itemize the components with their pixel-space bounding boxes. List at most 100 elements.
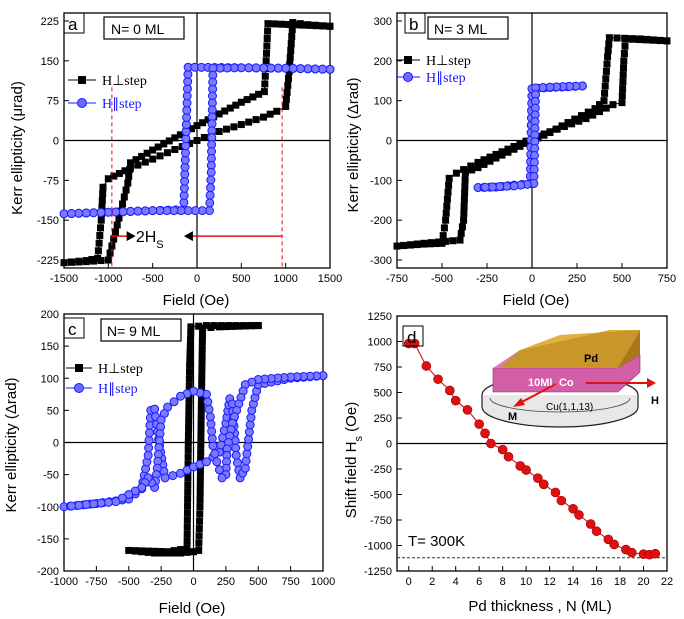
- y-tick-label: 1000: [368, 337, 392, 349]
- data-point: [205, 190, 215, 200]
- legend-perp: H⊥step: [102, 74, 147, 89]
- data-point: [249, 93, 257, 101]
- data-point: [221, 107, 229, 115]
- y-tick-label: -100: [370, 175, 392, 187]
- data-point: [260, 113, 267, 121]
- data-point: [198, 365, 206, 373]
- data-point: [568, 120, 576, 128]
- panel-a-letter-box: [63, 12, 85, 34]
- data-point: [556, 495, 567, 506]
- data-point: [144, 443, 154, 453]
- data-point: [183, 516, 191, 524]
- data-point: [560, 122, 568, 130]
- data-point: [197, 413, 205, 421]
- data-point: [245, 420, 255, 430]
- data-point: [460, 166, 468, 174]
- data-point: [187, 329, 195, 337]
- data-point: [591, 105, 599, 113]
- panel-c-legend: H⊥step H∥step: [66, 362, 143, 397]
- data-point: [246, 413, 256, 423]
- x-tick-label: 0: [529, 273, 535, 285]
- data-point: [193, 122, 201, 130]
- data-point: [601, 89, 609, 97]
- data-point: [199, 324, 207, 332]
- x-tick-label: 8: [500, 576, 506, 588]
- y-tick-label: -500: [370, 490, 392, 502]
- data-point: [303, 64, 313, 74]
- y-tick-label: -750: [370, 515, 392, 527]
- data-point: [626, 547, 637, 558]
- data-point: [89, 499, 99, 509]
- data-point: [460, 196, 468, 204]
- y-tick-label: 75: [47, 96, 59, 108]
- data-point: [591, 526, 602, 537]
- data-point: [533, 473, 543, 483]
- data-point: [196, 468, 204, 476]
- panel-d-letter-box: [402, 325, 424, 347]
- data-point: [103, 497, 113, 507]
- data-point: [148, 206, 158, 216]
- data-point: [118, 207, 128, 217]
- data-point: [445, 174, 453, 182]
- data-point: [81, 208, 91, 218]
- data-point: [605, 34, 613, 42]
- y-tick-label: 100: [374, 96, 392, 108]
- data-point: [111, 207, 121, 217]
- data-point: [492, 150, 500, 158]
- data-point: [143, 149, 151, 157]
- data-point: [184, 481, 192, 489]
- data-point: [578, 112, 585, 120]
- data-point: [98, 203, 106, 211]
- data-point: [198, 345, 206, 353]
- data-point: [461, 189, 469, 197]
- data-point: [241, 456, 251, 466]
- x-tick-label: 6: [476, 576, 482, 588]
- data-point: [449, 237, 457, 245]
- data-point: [185, 375, 193, 383]
- data-point: [442, 237, 450, 245]
- data-point: [170, 547, 178, 555]
- data-point: [106, 249, 114, 257]
- data-point: [273, 107, 281, 115]
- data-point: [474, 158, 482, 166]
- data-point: [183, 530, 191, 538]
- inset-m-label: M: [508, 411, 517, 423]
- data-point: [263, 42, 271, 50]
- data-point: [421, 361, 432, 371]
- x-tick-label: -1000: [50, 576, 78, 588]
- data-point: [283, 88, 291, 96]
- data-point: [503, 451, 514, 462]
- data-point: [113, 221, 121, 229]
- panel-a-label-box: [103, 16, 185, 40]
- data-point: [266, 110, 274, 118]
- data-point: [196, 475, 204, 483]
- data-point: [110, 235, 118, 243]
- data-point: [186, 140, 194, 148]
- data-point: [163, 149, 171, 157]
- data-point: [546, 128, 554, 136]
- data-point: [94, 247, 102, 255]
- y-tick-label: 100: [41, 373, 59, 385]
- data-point: [111, 228, 119, 236]
- x-tick-label: 4: [453, 576, 459, 588]
- legend-para: H∥step: [98, 382, 138, 397]
- data-point: [183, 523, 191, 531]
- data-point: [97, 257, 105, 265]
- data-point: [603, 60, 611, 68]
- panel-b-letter-box: [404, 12, 426, 34]
- data-point: [183, 545, 191, 553]
- y-tick-label: -250: [370, 464, 392, 476]
- data-point: [111, 497, 121, 507]
- data-point: [445, 385, 455, 396]
- panel-c-n-label: N= 9 ML: [107, 323, 161, 339]
- panel-b-n-label: N= 3 ML: [434, 21, 488, 37]
- data-point: [223, 125, 231, 133]
- panel-d-ylabel: Shift field Hs (Oe): [343, 402, 365, 518]
- data-point: [90, 257, 98, 265]
- data-point: [232, 322, 240, 330]
- data-point: [284, 81, 292, 89]
- y-tick-label: -75: [43, 175, 59, 187]
- data-point: [186, 342, 194, 350]
- inset-pd-label: Pd: [584, 353, 598, 365]
- data-point: [318, 64, 328, 74]
